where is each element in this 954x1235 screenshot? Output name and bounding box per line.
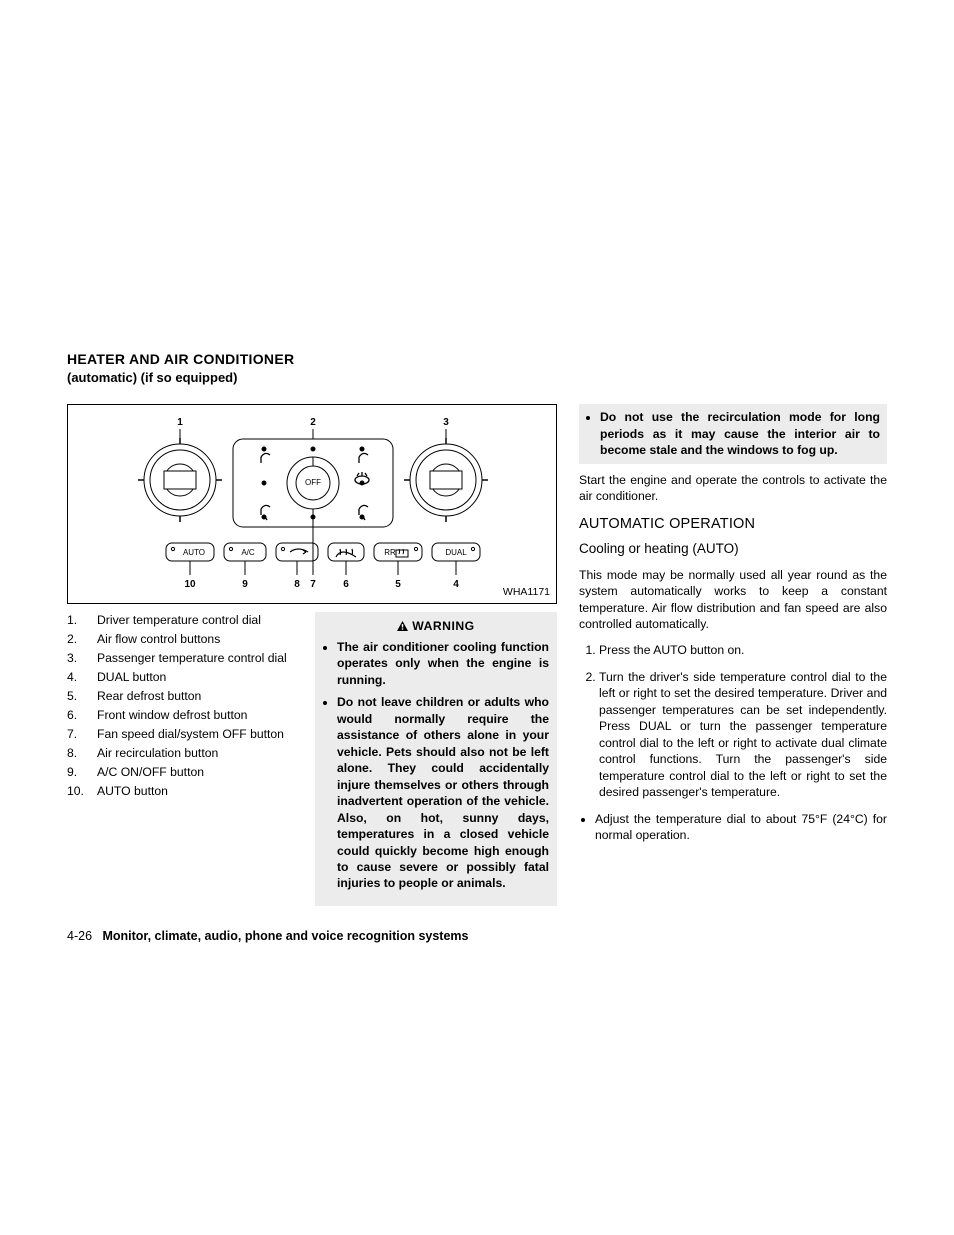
legend-1: Driver temperature control dial	[97, 612, 261, 628]
callout-10: 10	[184, 579, 196, 590]
legend-6: Front window defrost button	[97, 707, 247, 723]
right-column: Do not use the recirculation mode for lo…	[579, 404, 887, 906]
callout-1: 1	[177, 417, 183, 428]
legend-4: DUAL button	[97, 669, 166, 685]
warning-heading: WARNING	[323, 618, 549, 634]
intro-text: Start the engine and operate the control…	[579, 472, 887, 505]
page-heading: HEATER AND AIR CONDITIONER (automatic) (…	[67, 350, 887, 386]
callout-8: 8	[294, 579, 300, 590]
dual-btn-label: DUAL	[445, 548, 467, 557]
legend-and-warning: 1.Driver temperature control dial 2.Air …	[67, 612, 557, 906]
section-name: Monitor, climate, audio, phone and voice…	[102, 929, 468, 943]
off-label: OFF	[305, 478, 321, 487]
legend-list: 1.Driver temperature control dial 2.Air …	[67, 612, 297, 906]
cool-heat-heading: Cooling or heating (AUTO)	[579, 540, 887, 558]
ac-btn-label: A/C	[241, 548, 255, 557]
callout-6: 6	[343, 579, 349, 590]
temp-bullet: Adjust the temperature dial to about 75°…	[595, 811, 887, 844]
legend-5: Rear defrost button	[97, 688, 201, 704]
callout-2: 2	[310, 417, 316, 428]
diagram-svg: OFF AUTO A/C RR DUAL 1 2 3 4 5 6 7 8 9 1…	[68, 405, 558, 605]
warning-item-1: The air conditioner cooling function ope…	[337, 639, 549, 688]
legend-2: Air flow control buttons	[97, 631, 220, 647]
figure-code: WHA1171	[503, 585, 550, 599]
legend-7: Fan speed dial/system OFF button	[97, 726, 284, 742]
auto-op-heading: AUTOMATIC OPERATION	[579, 515, 887, 535]
page-footer: 4-26 Monitor, climate, audio, phone and …	[67, 928, 887, 945]
title-line2: (automatic) (if so equipped)	[67, 369, 887, 387]
rr-btn-label: RR	[384, 548, 396, 557]
title-line1: HEATER AND AIR CONDITIONER	[67, 350, 887, 369]
legend-9: A/C ON/OFF button	[97, 764, 204, 780]
step-2: Turn the driver's side temperature contr…	[599, 669, 887, 801]
legend-10: AUTO button	[97, 783, 168, 799]
warning-icon	[397, 621, 408, 631]
control-diagram: OFF AUTO A/C RR DUAL 1 2 3 4 5 6 7 8 9 1…	[67, 404, 557, 604]
callout-7: 7	[310, 579, 316, 590]
warning-item-2: Do not leave children or adults who woul…	[337, 694, 549, 892]
callout-4: 4	[453, 579, 459, 590]
legend-8: Air recirculation button	[97, 745, 218, 761]
content-columns: OFF AUTO A/C RR DUAL 1 2 3 4 5 6 7 8 9 1…	[67, 404, 887, 906]
step-list: Press the AUTO button on. Turn the drive…	[579, 642, 887, 800]
callout-9: 9	[242, 579, 248, 590]
auto-desc: This mode may be normally used all year …	[579, 567, 887, 633]
auto-btn-label: AUTO	[183, 548, 205, 557]
recirc-notice: Do not use the recirculation mode for lo…	[579, 404, 887, 463]
step-1: Press the AUTO button on.	[599, 642, 887, 658]
warning-box: WARNING The air conditioner cooling func…	[315, 612, 557, 906]
legend-3: Passenger temperature control dial	[97, 650, 287, 666]
callout-5: 5	[395, 579, 401, 590]
temp-bullet-list: Adjust the temperature dial to about 75°…	[579, 811, 887, 844]
left-column: OFF AUTO A/C RR DUAL 1 2 3 4 5 6 7 8 9 1…	[67, 404, 557, 906]
callout-3: 3	[443, 417, 449, 428]
page-number: 4-26	[67, 929, 92, 943]
